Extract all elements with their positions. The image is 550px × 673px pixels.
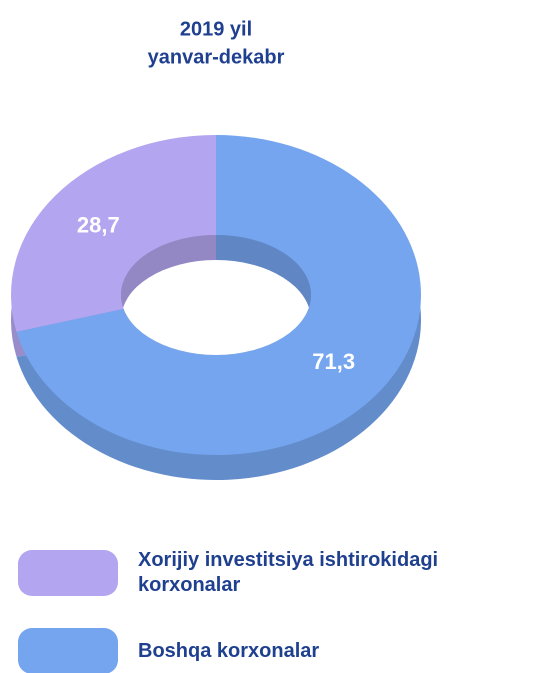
- chart-subtitle: yanvar-dekabr: [148, 46, 285, 68]
- legend-label: Xorijiy investitsiya ishtirokidagi korxo…: [138, 549, 439, 596]
- legend-label: Boshqa korxonalar: [138, 639, 320, 662]
- chart-title: 2019 yil: [180, 18, 252, 40]
- legend-swatch: [18, 550, 118, 596]
- slice: [16, 135, 422, 455]
- slice: [10, 135, 216, 332]
- legend-item: Boshqa korxonalar: [18, 628, 538, 673]
- legend-item: Xorijiy investitsiya ishtirokidagi korxo…: [18, 548, 538, 598]
- legend-swatch: [18, 628, 118, 673]
- data-label: 28,7: [77, 213, 120, 238]
- chart: 2019 yil yanvar-dekabr 28,7 71,3: [10, 18, 422, 480]
- data-label: 71,3: [312, 349, 355, 374]
